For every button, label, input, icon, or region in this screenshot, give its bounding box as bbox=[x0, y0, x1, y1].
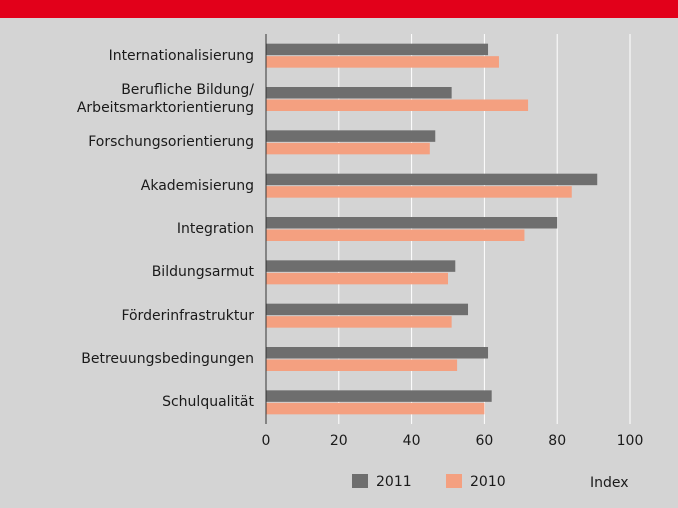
bar bbox=[266, 229, 525, 241]
y-tick-label: Akademisierung bbox=[140, 177, 254, 194]
y-tick-label: Schulqualität bbox=[162, 394, 254, 411]
x-tick-label: 40 bbox=[403, 433, 421, 449]
header-band bbox=[0, 0, 678, 18]
bar bbox=[266, 186, 572, 198]
y-tick-label: Betreuungsbedingungen bbox=[81, 351, 254, 367]
y-tick-label: Integration bbox=[176, 221, 254, 237]
y-tick-label: Bildungsarmut bbox=[151, 264, 254, 281]
legend-swatch bbox=[352, 474, 368, 488]
bar bbox=[266, 130, 436, 142]
bar bbox=[266, 43, 489, 56]
legend-label: 2011 bbox=[376, 474, 412, 490]
y-tick-label: Förderinfrastruktur bbox=[121, 307, 254, 324]
y-tick-label: Berufliche Bildung/ Arbeitsmarktorientie… bbox=[76, 82, 254, 116]
legend-swatch bbox=[446, 474, 462, 488]
bar bbox=[266, 173, 598, 186]
bar bbox=[266, 217, 558, 229]
y-tick-label: Forschungsorientierung bbox=[88, 134, 254, 151]
legend-label: 2010 bbox=[470, 474, 506, 490]
y-tick-label: Internationalisierung bbox=[108, 47, 254, 64]
bar bbox=[266, 347, 489, 359]
bar bbox=[266, 272, 448, 285]
bar bbox=[266, 390, 492, 402]
x-tick-label: 0 bbox=[262, 433, 271, 449]
bar bbox=[266, 142, 430, 155]
x-axis-label: Index bbox=[590, 475, 629, 491]
x-tick-label: 80 bbox=[548, 433, 566, 449]
bar bbox=[266, 260, 456, 272]
x-tick-label: 100 bbox=[617, 433, 644, 449]
bar bbox=[266, 359, 458, 371]
bar bbox=[266, 56, 499, 68]
bar bbox=[266, 99, 529, 111]
bar bbox=[266, 303, 469, 316]
bar bbox=[266, 402, 485, 415]
x-tick-label: 20 bbox=[330, 433, 348, 449]
bar bbox=[266, 316, 452, 328]
x-tick-label: 60 bbox=[475, 433, 493, 449]
bar bbox=[266, 87, 452, 99]
